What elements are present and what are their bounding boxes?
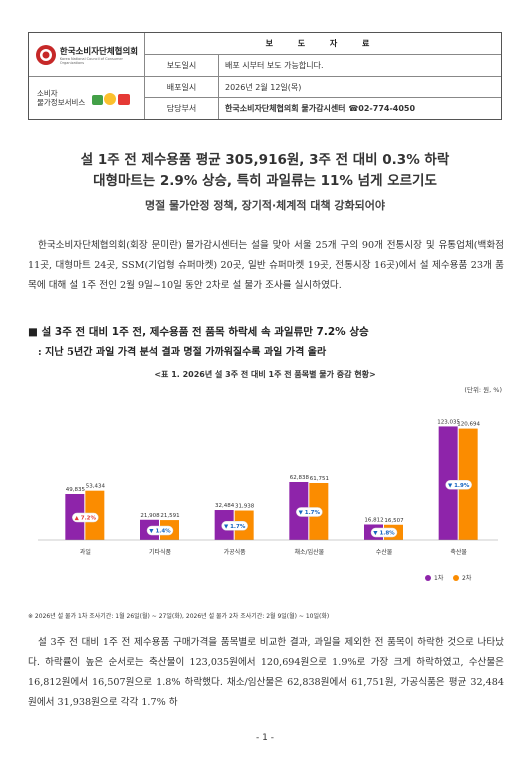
category-label: 수산물: [376, 548, 393, 556]
logo-cell: 한국소비자단체협의회 Korea National Council of Con…: [29, 33, 145, 77]
change-badge: [221, 521, 248, 531]
intro-paragraph: 한국소비자단체협의회(회장 문미란) 물가감시센터는 설을 맞아 서울 25개 …: [28, 240, 504, 291]
section-title: ■ 설 3주 전 대비 1주 전, 제수용품 전 품목 하락세 속 과일류만 7…: [28, 326, 369, 338]
change-badge: [296, 507, 323, 517]
bar-value-label: 62,838: [290, 475, 310, 481]
shopping-icons: [92, 93, 131, 105]
release-time-value: 배포 시부터 보도 가능합니다.: [219, 55, 501, 77]
org-logo-icon: [36, 44, 56, 65]
analysis-paragraph: 설 3주 전 대비 1주 전 제수용품 구매가격을 품목별로 비교한 결과, 과…: [28, 637, 504, 708]
department-label: 담당부서: [145, 98, 219, 119]
headline-line2: 대형마트는 2.9% 상승, 특히 과일류는 11% 넘게 오르기도: [93, 173, 437, 189]
bar-value-label: 53,434: [86, 484, 106, 490]
press-header-table: 한국소비자단체협의회 Korea National Council of Con…: [28, 32, 502, 120]
center-logo-cell: 소비자 물가정보서비스: [29, 77, 145, 119]
bar-value-label: 31,938: [235, 504, 255, 510]
bar-value-label: 16,812: [364, 517, 383, 523]
survey-period-footnote: ※ 2026년 설 물가 1차 조사기간: 1월 26일(월) ~ 27일(화)…: [28, 613, 330, 620]
category-label: 가공식품: [224, 548, 247, 556]
change-badge: [445, 480, 472, 490]
section-subtitle: : 지난 5년간 과일 가격 분석 결과 명절 가까워질수록 과일 가격 올라: [38, 347, 327, 358]
bar-value-label: 16,507: [384, 518, 404, 524]
bar-value-label: 61,751: [310, 476, 329, 482]
doc-title: 보 도 자 료: [145, 33, 501, 55]
table-title: <표 1. 2026년 설 3주 전 대비 1주 전 품목별 물가 증감 현황>: [154, 370, 376, 379]
legend-marker: [453, 575, 459, 581]
bar-value-label: 120,694: [457, 422, 480, 428]
release-time-label: 보도일시: [145, 55, 219, 77]
category-label: 축산물: [450, 548, 467, 556]
category-label: 기타식품: [149, 548, 172, 556]
center-name-line2: 물가정보서비스: [37, 98, 86, 107]
headline-line1: 설 1주 전 제수용품 평균 305,916원, 3주 전 대비 0.3% 하락: [80, 152, 450, 168]
headline-subline: 명절 물가안정 정책, 장기적·체계적 대책 강화되어야: [144, 199, 386, 212]
change-badge: [370, 527, 398, 538]
category-label: 과일: [80, 548, 91, 556]
legend-label: 1차: [434, 574, 444, 582]
legend-label: 2차: [462, 574, 472, 582]
unit-label: (단위: 원, %): [464, 386, 502, 394]
change-label: ▲ 7.2%: [75, 515, 97, 521]
page-number: - 1 -: [256, 733, 274, 743]
bar-value-label: 21,591: [160, 513, 179, 519]
org-name-en: Korea National Council of Consumer Organ…: [59, 56, 123, 65]
bar-value-label: 32,484: [215, 503, 235, 509]
category-label: 채소/임산물: [295, 548, 325, 556]
bar-value-label: 21,908: [140, 513, 160, 519]
change-label: ▼ 1.7%: [299, 510, 321, 516]
distribution-date-value: 2026년 2월 12일(목): [219, 77, 501, 98]
change-label: ▼ 1.8%: [373, 531, 395, 537]
change-label: ▼ 1.7%: [224, 524, 246, 530]
change-label: ▼ 1.4%: [149, 529, 171, 535]
distribution-date-label: 배포일시: [145, 77, 219, 98]
center-name-line1: 소비자: [37, 89, 58, 98]
legend-marker: [425, 575, 431, 581]
change-badge: [72, 512, 99, 523]
change-label: ▼ 1.9%: [448, 483, 470, 489]
bar-value-label: 123,035: [437, 419, 460, 425]
department-value: 한국소비자단체협의회 물가감시센터 ☎02-774-4050: [225, 104, 416, 113]
change-badge: [146, 525, 174, 536]
bar-value-label: 49,835: [66, 487, 86, 493]
org-name: 한국소비자단체협의회: [59, 46, 139, 57]
